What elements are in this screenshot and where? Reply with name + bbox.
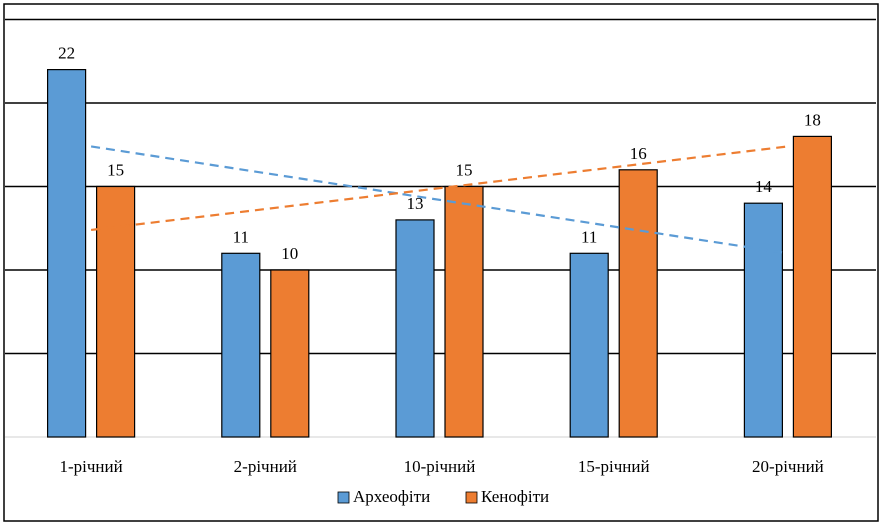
bar-archaeophytes-4 [743,202,784,438]
bar-archaeophytes-0 [46,68,87,438]
bar-kenophytes-4 [792,135,833,438]
value-label-kenophytes-4: 18 [804,110,821,129]
legend-label-kenophytes: Кенофіти [481,487,549,506]
bar-kenophytes-1 [270,269,310,438]
legend-swatch-kenophytes [465,491,478,504]
value-label-kenophytes-0: 15 [107,161,124,180]
trendlines [90,145,789,255]
legend-swatch-archaeophytes [337,491,350,504]
value-label-archaeophytes-1: 11 [233,227,249,246]
bar-kenophytes-3 [618,169,658,438]
value-label-archaeophytes-4: 14 [755,177,773,196]
chart-border [3,3,879,522]
bar-kenophytes-2 [444,185,484,438]
value-label-kenophytes-1: 10 [281,244,298,263]
value-label-kenophytes-2: 15 [456,161,473,180]
gridlines [5,18,876,438]
bar-archaeophytes-1 [221,252,261,438]
trendline-kenophytes [90,145,789,232]
legend: Археофіти Кенофіти [337,487,549,506]
category-label-3: 15-річний [578,457,650,476]
bar-kenophytes-0 [95,185,136,438]
value-label-kenophytes-3: 16 [630,144,647,163]
bars [46,68,833,438]
category-label-2: 10-річний [404,457,476,476]
legend-label-archaeophytes: Археофіти [353,487,430,506]
value-label-archaeophytes-3: 11 [581,227,597,246]
category-label-4: 20-річний [752,457,824,476]
category-labels: 1-річний 2-річний 10-річний 15-річний 20-річ… [59,457,823,476]
bar-archaeophytes-2 [395,219,435,438]
bar-archaeophytes-3 [569,252,609,438]
category-label-1: 2-річний [234,457,297,476]
trendline-archaeophytes [90,145,789,255]
value-label-archaeophytes-2: 13 [407,194,424,213]
value-labels: 22 15 11 10 13 15 11 16 14 18 [58,44,821,263]
value-label-archaeophytes-0: 22 [58,44,75,63]
category-label-0: 1-річний [59,457,122,476]
